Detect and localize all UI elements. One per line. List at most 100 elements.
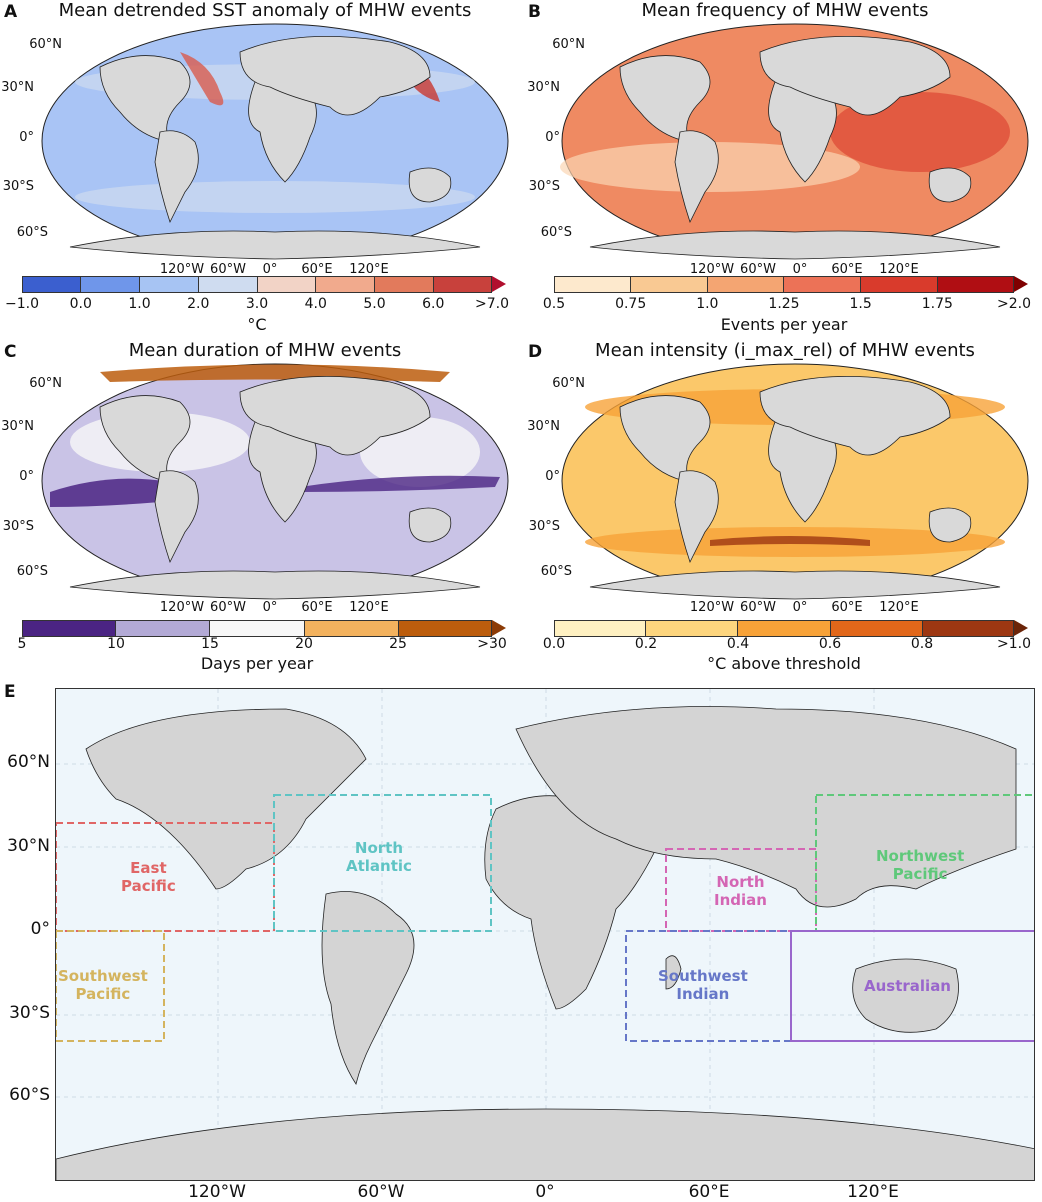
region-line: Atlantic [346,857,412,875]
colorbar-tick: 3.0 [245,296,269,312]
colorbar-segment [938,276,1014,293]
colorbar-segment [554,620,647,637]
colorbar-tick: >7.0 [475,296,509,312]
colorbar-tick: >30 [477,636,507,652]
colorbar-segment [375,276,435,293]
colorbar-segment [861,276,939,293]
colorbar-segment [646,620,739,637]
lat-label: 0° [19,469,34,484]
region-line: North [716,873,765,891]
colorbar-segment [198,276,258,293]
colorbar-segments [22,276,492,293]
lat-label: 60°N [552,37,585,52]
lat-label: 0° [545,469,560,484]
region-label-north-atlantic: North Atlantic [346,839,412,875]
colorbar-segment [22,276,81,293]
lat-label: 30°S [528,519,560,534]
colorbar-ticks: 0.5 0.75 1.0 1.25 1.5 1.75 >2.0 [543,296,1031,314]
colorbar-arrow [492,276,506,292]
colorbar-ticks: 0.0 0.2 0.4 0.6 0.8 >1.0 [543,636,1031,654]
continents [589,375,1001,600]
lon-label: 120°E [879,262,919,277]
lon-label: 60°E [301,262,333,277]
colorbar-tick: 1.0 [128,296,151,312]
region-line: Pacific [75,985,131,1003]
lon-label: 120°W [159,262,205,277]
colorbar-segments [554,276,1014,293]
panel-letter-e: E [4,682,16,702]
colorbar-ticks: 5 10 15 20 25 >30 [18,636,507,654]
colorbar-frame [554,620,1014,637]
panel-title-d: Mean intensity (i_max_rel) of MHW events [595,340,975,361]
colorbar-label: Events per year [720,315,848,334]
colorbar-segment [630,276,708,293]
colorbar-segment [22,620,117,637]
colorbar-tick: 0.0 [542,636,566,652]
colorbar-frame [554,276,1014,293]
continents [69,35,481,260]
lon-label: 120°E [349,262,389,277]
lon-label: 60°E [831,262,863,277]
lon-label: 60°W [740,600,776,615]
colorbar-tick: 1.5 [849,296,872,312]
region-line: Pacific [892,865,948,883]
lat-label: 60°N [29,37,62,52]
lon-label: 0° [792,600,808,615]
colorbar-tick: >1.0 [997,636,1031,652]
lat-label: 30°N [527,419,560,434]
colorbar-frame [22,276,492,293]
lon-label: 0° [792,262,808,277]
colorbar-segment [738,620,831,637]
colorbar-tick: −1.0 [5,296,39,312]
e-lat-label: 30°S [9,1003,50,1023]
map-panel-d [561,363,1029,600]
colorbar-tick: 0.8 [910,636,934,652]
e-lon-label: 120°W [188,1182,246,1202]
e-lon-label: 0° [535,1182,555,1202]
panel-letter-a: A [4,2,18,22]
region-label-north-indian: North Indian [714,873,767,909]
lat-label: 30°S [2,519,34,534]
lat-label: 60°S [540,225,572,240]
colorbar-segment [707,276,785,293]
colorbar-arrow [1014,276,1028,292]
colorbar-segments [22,620,493,637]
colorbar-tick: 25 [389,636,407,652]
colorbar-label: Days per year [200,654,314,673]
lon-label: 0° [262,262,278,277]
lon-label: 0° [262,600,278,615]
colorbar-ticks: −1.0 0.0 1.0 2.0 3.0 4.0 5.0 6.0 >7.0 [5,296,509,314]
region-label-east-pacific: East Pacific [121,859,176,895]
colorbar-tick: 0.2 [634,636,658,652]
colorbar-tick: 0.75 [615,296,647,312]
lat-label: 30°N [527,80,560,95]
map-panel-c [41,363,509,600]
colorbar-segment [80,276,140,293]
region-outlines [56,794,1034,1042]
colorbar-segment [922,620,1015,637]
lon-label: 60°W [740,262,776,277]
lat-label: 60°N [29,376,62,391]
colorbar-tick: 15 [201,636,219,652]
colorbar-arrow [492,620,506,636]
region-line: East [130,859,167,877]
panel-letter-d: D [528,342,543,362]
lon-label: 60°W [210,262,246,277]
lon-labels-d: 120°W 60°W 0° 60°E 120°E [688,600,924,615]
colorbar-tick: 5 [17,636,27,652]
lat-label: 30°S [2,179,34,194]
lat-label: 60°N [552,376,585,391]
lon-label: 120°W [689,600,735,615]
e-lat-label: 60°S [9,1085,50,1105]
region-label-northwest-pacific: Northwest Pacific [876,847,964,883]
colorbar-tick: 0.6 [818,636,842,652]
colorbar-tick: 1.0 [696,296,719,312]
lat-label: 0° [19,130,34,145]
region-line: Southwest [58,967,148,985]
region-line: Australian [864,977,951,995]
colorbar-tick: 0.0 [69,296,92,312]
colorbar-frame [22,620,492,637]
lon-label: 60°W [210,600,246,615]
panel-title-a: Mean detrended SST anomaly of MHW events [58,0,472,21]
lon-labels-a: 120°W 60°W 0° 60°E 120°E [158,262,394,277]
